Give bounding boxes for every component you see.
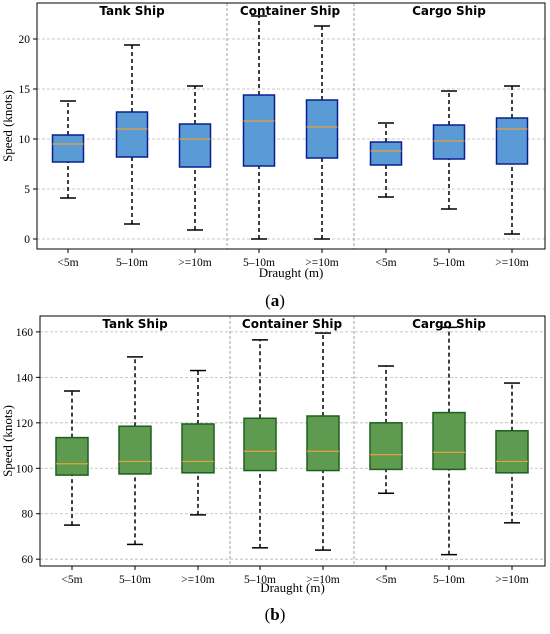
box-plot — [305, 25, 339, 240]
group-title: Tank Ship — [99, 4, 165, 18]
box-iqr — [306, 415, 340, 472]
box-plot — [369, 365, 403, 495]
y-tick-label: 160 — [16, 327, 34, 339]
box-iqr — [369, 141, 403, 166]
plot-frame — [39, 315, 546, 567]
plot-frame — [36, 2, 546, 250]
box-iqr — [55, 436, 89, 476]
x-tick-label: 5–10m — [433, 257, 465, 269]
panel-label-letter: a — [271, 291, 280, 310]
box-iqr — [243, 417, 277, 472]
box-plot — [243, 339, 277, 549]
x-tick-label: <5m — [57, 257, 78, 269]
panel-label-open-paren: ( — [265, 291, 271, 310]
x-tick-label: <5m — [375, 574, 396, 586]
box-plot — [118, 356, 152, 546]
y-tick-label: 80 — [22, 509, 34, 521]
x-axis-label: Draught (m) — [259, 265, 324, 280]
panel-label-close-paren: ) — [279, 291, 285, 310]
panel-label: (b) — [265, 605, 286, 624]
panel-label: (a) — [265, 291, 285, 310]
box-plot — [181, 369, 215, 516]
chart-panel-a: 0 5 10 15 20 Tank Ship Container Ship Cargo Shi… — [0, 2, 546, 310]
box-plot — [495, 382, 529, 524]
x-tick-label: 5–10m — [433, 574, 465, 586]
x-tick-label: >=10m — [178, 257, 211, 269]
x-tick-label: <5m — [375, 257, 396, 269]
y-tick-label: 120 — [16, 418, 34, 430]
box-plot — [432, 326, 466, 556]
x-tick-label: 5–10m — [244, 574, 276, 586]
x-axis-label: Draught (m) — [260, 580, 325, 595]
x-tick-label: 5–10m — [119, 574, 151, 586]
box-plot — [432, 90, 466, 210]
box-iqr — [432, 124, 466, 160]
x-tick-label: 5–10m — [116, 257, 148, 269]
box-iqr — [178, 123, 212, 168]
box-plot — [115, 44, 149, 225]
box-plot — [242, 15, 276, 240]
box-iqr — [369, 422, 403, 471]
group-title: Cargo Ship — [412, 317, 486, 331]
y-tick-label: 0 — [24, 234, 30, 246]
box-iqr — [305, 99, 339, 159]
group-title: Container Ship — [240, 4, 341, 18]
box-iqr — [51, 134, 85, 163]
y-tick-label: 10 — [19, 134, 31, 146]
box-iqr — [495, 430, 529, 474]
y-tick-label: 20 — [19, 34, 31, 46]
box-iqr — [181, 423, 215, 474]
y-tick-label: 60 — [22, 554, 34, 566]
y-axis-label: Speed (knots) — [0, 90, 15, 162]
box-iqr — [242, 94, 276, 167]
panel-label-letter: b — [270, 605, 279, 624]
x-tick-label: >=10m — [306, 574, 339, 586]
box-iqr — [432, 411, 466, 471]
group-title: Container Ship — [242, 317, 343, 331]
y-tick-label: 15 — [19, 84, 31, 96]
box-plot — [51, 100, 85, 199]
panel-label-close-paren: ) — [280, 605, 286, 624]
panel-label-open-paren: ( — [265, 605, 271, 624]
y-tick-label: 5 — [24, 184, 30, 196]
y-axis-label: Speed (knots) — [0, 405, 15, 477]
group-title: Cargo Ship — [412, 4, 486, 18]
chart-panel-b: 60 80 100 120 140 160 Tank Ship Container Ship C… — [0, 315, 546, 624]
x-tick-label: >=10m — [305, 257, 338, 269]
box-plot — [369, 122, 403, 198]
group-title: Tank Ship — [102, 317, 168, 331]
box-plot — [495, 85, 529, 235]
x-tick-label: >=10m — [495, 574, 528, 586]
y-tick-label: 140 — [16, 372, 34, 384]
x-tick-label: 5–10m — [243, 257, 275, 269]
x-tick-label: <5m — [61, 574, 82, 586]
box-iqr — [118, 425, 152, 475]
box-plot — [55, 390, 89, 526]
box-plot — [178, 85, 212, 231]
y-tick-label: 100 — [16, 463, 34, 475]
box-plot — [306, 332, 340, 551]
box-iqr — [115, 111, 149, 158]
x-tick-label: >=10m — [181, 574, 214, 586]
x-tick-label: >=10m — [495, 257, 528, 269]
box-iqr — [495, 117, 529, 165]
